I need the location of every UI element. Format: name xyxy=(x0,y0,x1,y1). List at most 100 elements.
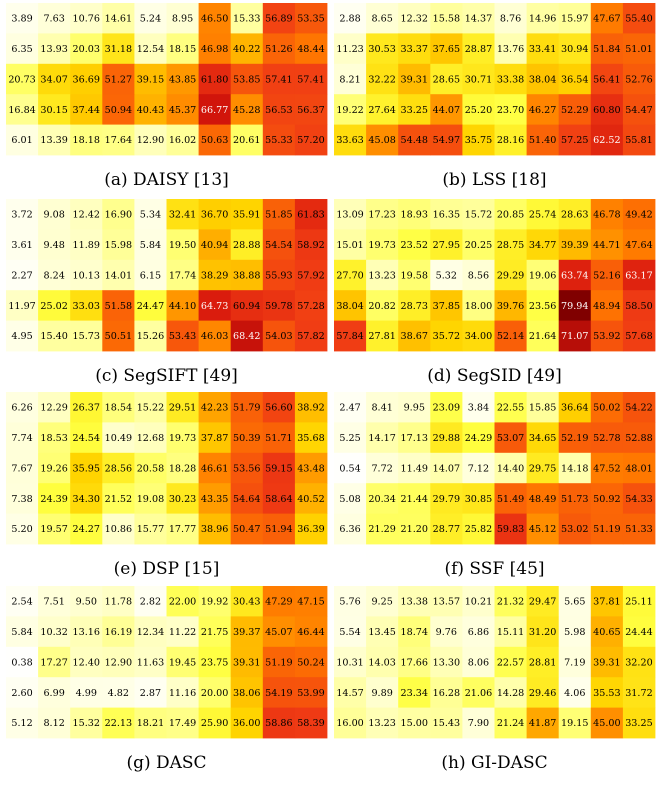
heatmap-cell xyxy=(462,452,495,484)
heatmap-cell xyxy=(262,290,296,321)
heatmap-cell xyxy=(70,229,103,261)
cell-value-label: 34.65 xyxy=(529,433,556,444)
cell-value-label: 9.08 xyxy=(43,210,64,221)
heatmap-cell xyxy=(334,452,367,484)
cell-value-label: 3.61 xyxy=(11,240,32,251)
heatmap-cell xyxy=(198,586,232,617)
heatmap-cell xyxy=(590,259,624,291)
heatmap-cell xyxy=(462,320,495,352)
heatmap-cell xyxy=(6,392,39,423)
cell-value-label: 48.44 xyxy=(297,44,324,55)
heatmap-cell xyxy=(102,124,135,156)
cell-value-label: 17.74 xyxy=(169,270,196,281)
cell-value-label: 55.40 xyxy=(625,14,652,25)
cell-value-label: 11.16 xyxy=(169,688,196,699)
cell-value-label: 11.78 xyxy=(105,597,132,608)
heatmap-cell xyxy=(334,229,367,261)
cell-value-label: 28.75 xyxy=(497,240,524,251)
cell-value-label: 7.19 xyxy=(564,657,585,668)
heatmap-cell xyxy=(166,199,199,230)
heatmap-cell xyxy=(230,586,264,617)
cell-value-label: 2.27 xyxy=(11,270,32,281)
heatmap-cell xyxy=(262,392,296,423)
heatmap-cell xyxy=(198,513,232,545)
heatmap-cell xyxy=(366,392,399,423)
heatmap-cell xyxy=(6,677,39,708)
heatmap-cell xyxy=(230,63,264,95)
cell-value-label: 11.63 xyxy=(137,657,164,668)
heatmap-cell xyxy=(590,320,624,352)
heatmap-cell xyxy=(102,290,135,321)
heatmap-cell xyxy=(398,3,431,34)
cell-value-label: 29.88 xyxy=(433,433,460,444)
heatmap-cell xyxy=(366,677,399,708)
cell-value-label: 40.94 xyxy=(201,240,228,251)
heatmap-cell xyxy=(70,259,103,291)
cell-value-label: 14.37 xyxy=(465,14,492,25)
heatmap-panel: 3.89 7.63 10.76 14.61 5.24 8.95 46.50 15.33 56.8… xyxy=(6,3,328,190)
cell-value-label: 35.53 xyxy=(593,688,620,699)
heatmap-cell xyxy=(38,646,71,678)
heatmap-cell xyxy=(558,33,592,65)
heatmap-cell xyxy=(494,229,527,261)
heatmap-cell xyxy=(70,616,103,648)
heatmap-cell xyxy=(166,586,199,617)
heatmap-cell xyxy=(70,513,103,545)
heatmap-cell xyxy=(590,63,624,95)
heatmap-cell xyxy=(6,616,39,648)
heatmap-cell xyxy=(70,646,103,678)
heatmap-cell xyxy=(494,320,527,352)
cell-value-label: 51.73 xyxy=(561,494,588,505)
cell-value-label: 10.49 xyxy=(105,433,132,444)
cell-value-label: 17.27 xyxy=(40,657,67,668)
cell-value-label: 45.37 xyxy=(169,105,196,116)
heatmap-cell xyxy=(70,707,103,739)
heatmap-cell xyxy=(622,63,656,95)
heatmap-cell xyxy=(134,63,167,95)
cell-value-label: 11.22 xyxy=(169,627,196,638)
heatmap-cell xyxy=(262,513,296,545)
heatmap-cell xyxy=(166,646,199,678)
cell-value-label: 15.32 xyxy=(73,718,100,729)
cell-value-label: 8.12 xyxy=(43,718,64,729)
heatmap-cell xyxy=(622,94,656,125)
cell-value-label: 18.00 xyxy=(465,301,492,312)
heatmap-cell xyxy=(462,3,495,34)
cell-value-label: 10.32 xyxy=(40,627,67,638)
cell-value-label: 9.48 xyxy=(43,240,64,251)
cell-value-label: 33.25 xyxy=(625,718,652,729)
heatmap-cell xyxy=(558,94,592,125)
cell-value-label: 71.07 xyxy=(561,331,588,342)
heatmap-cell xyxy=(526,392,560,423)
heatmap-cell xyxy=(558,422,592,454)
heatmap-cell xyxy=(526,33,560,65)
heatmap-cell xyxy=(462,94,495,125)
heatmap-cell xyxy=(166,63,199,95)
heatmap-cell xyxy=(70,452,103,484)
heatmap-cell xyxy=(230,229,264,261)
heatmap-cell xyxy=(198,63,232,95)
cell-value-label: 6.35 xyxy=(11,44,32,55)
heatmap-cell xyxy=(102,94,135,125)
cell-value-label: 28.77 xyxy=(433,524,460,535)
heatmap-cell xyxy=(558,513,592,545)
cell-value-label: 5.20 xyxy=(11,524,32,535)
cell-value-label: 23.56 xyxy=(529,301,556,312)
heatmap-cell xyxy=(166,33,199,65)
heatmap-cell xyxy=(166,616,199,648)
cell-value-label: 43.48 xyxy=(297,463,324,474)
heatmap-cell xyxy=(622,199,656,230)
heatmap-cell xyxy=(398,392,431,423)
heatmap-cell xyxy=(230,707,264,739)
cell-value-label: 3.72 xyxy=(11,210,32,221)
cell-value-label: 21.24 xyxy=(497,718,524,729)
cell-value-label: 35.72 xyxy=(433,331,460,342)
cell-value-label: 34.30 xyxy=(73,494,100,505)
cell-value-label: 24.29 xyxy=(465,433,492,444)
heatmap-cell xyxy=(398,199,431,230)
cell-value-label: 68.42 xyxy=(233,331,260,342)
heatmap-cell xyxy=(526,616,560,648)
heatmap-cell xyxy=(70,33,103,65)
cell-value-label: 6.15 xyxy=(140,270,161,281)
cell-value-label: 9.95 xyxy=(404,403,425,414)
